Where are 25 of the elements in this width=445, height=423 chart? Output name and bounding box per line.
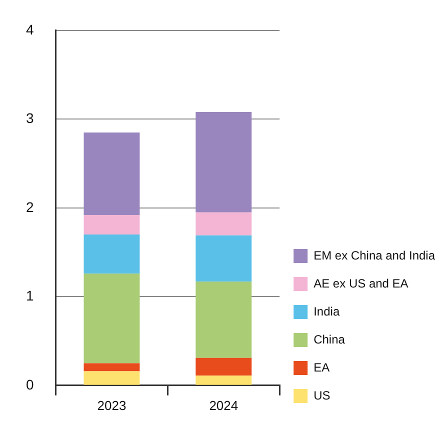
- bar: [196, 282, 252, 358]
- x-tick-label: 2023: [97, 398, 126, 413]
- bar: [196, 235, 252, 282]
- bar: [84, 363, 140, 372]
- bar: [196, 112, 252, 212]
- bar: [84, 234, 140, 274]
- bar: [196, 358, 252, 376]
- bar: [84, 132, 140, 215]
- legend-label: AE ex US and EA: [314, 276, 408, 290]
- bar: [196, 212, 252, 236]
- legend-label: EM ex China and India: [314, 248, 436, 262]
- y-tick-label: 0: [26, 376, 34, 392]
- bar: [84, 274, 140, 364]
- legend-label: US: [314, 388, 330, 402]
- legend-label: India: [314, 304, 340, 318]
- y-tick-label: 4: [26, 21, 34, 38]
- y-tick-label: 3: [26, 110, 34, 126]
- bar: [84, 215, 140, 235]
- legend-label: EA: [314, 360, 330, 374]
- bar: [84, 371, 140, 385]
- y-tick-label: 1: [26, 288, 34, 304]
- legend-label: China: [314, 332, 346, 346]
- y-tick-label: 2: [26, 198, 34, 215]
- bar: [196, 376, 252, 385]
- x-tick-label: 2024: [209, 398, 238, 413]
